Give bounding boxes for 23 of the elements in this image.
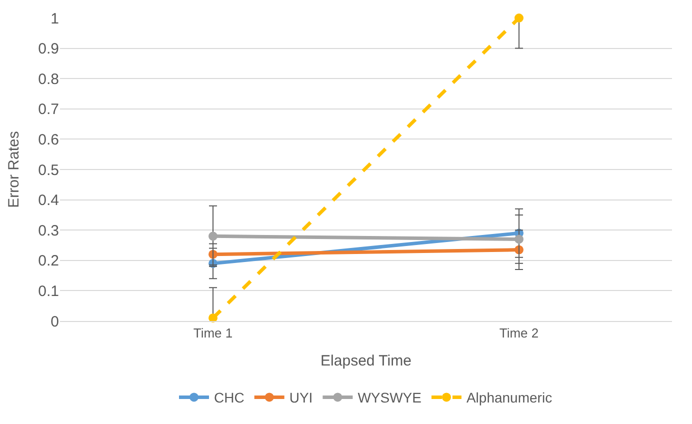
- point: [208, 232, 218, 241]
- legend-label: WYSWYE: [358, 390, 422, 406]
- legend-label: UYI: [289, 390, 313, 406]
- y-tick-label: 0.5: [38, 162, 59, 179]
- y-tick-label: 0.8: [38, 70, 59, 88]
- point: [514, 14, 524, 22]
- y-tick-label: 0.2: [38, 252, 59, 270]
- point: [208, 313, 218, 322]
- y-tick-label: 0: [50, 313, 59, 330]
- point: [514, 234, 524, 244]
- y-tick-label: 0.1: [38, 282, 59, 300]
- x-tick-label: Time 2: [499, 326, 539, 341]
- y-tick-label: 0.9: [38, 40, 59, 58]
- y-tick-label: 0.7: [38, 101, 59, 118]
- legend-label: CHC: [214, 390, 244, 406]
- x-axis-title: Elapsed Time: [320, 352, 412, 370]
- y-tick-label: 0.4: [38, 192, 59, 210]
- y-tick-label: 0.6: [38, 131, 59, 148]
- legend-label: Alphanumeric: [466, 390, 552, 406]
- y-tick-label: 1: [50, 10, 59, 28]
- y-axis-title: Error Rates: [5, 131, 22, 208]
- x-tick-label: Time 1: [193, 326, 233, 341]
- y-tick-label: 0.3: [38, 222, 59, 240]
